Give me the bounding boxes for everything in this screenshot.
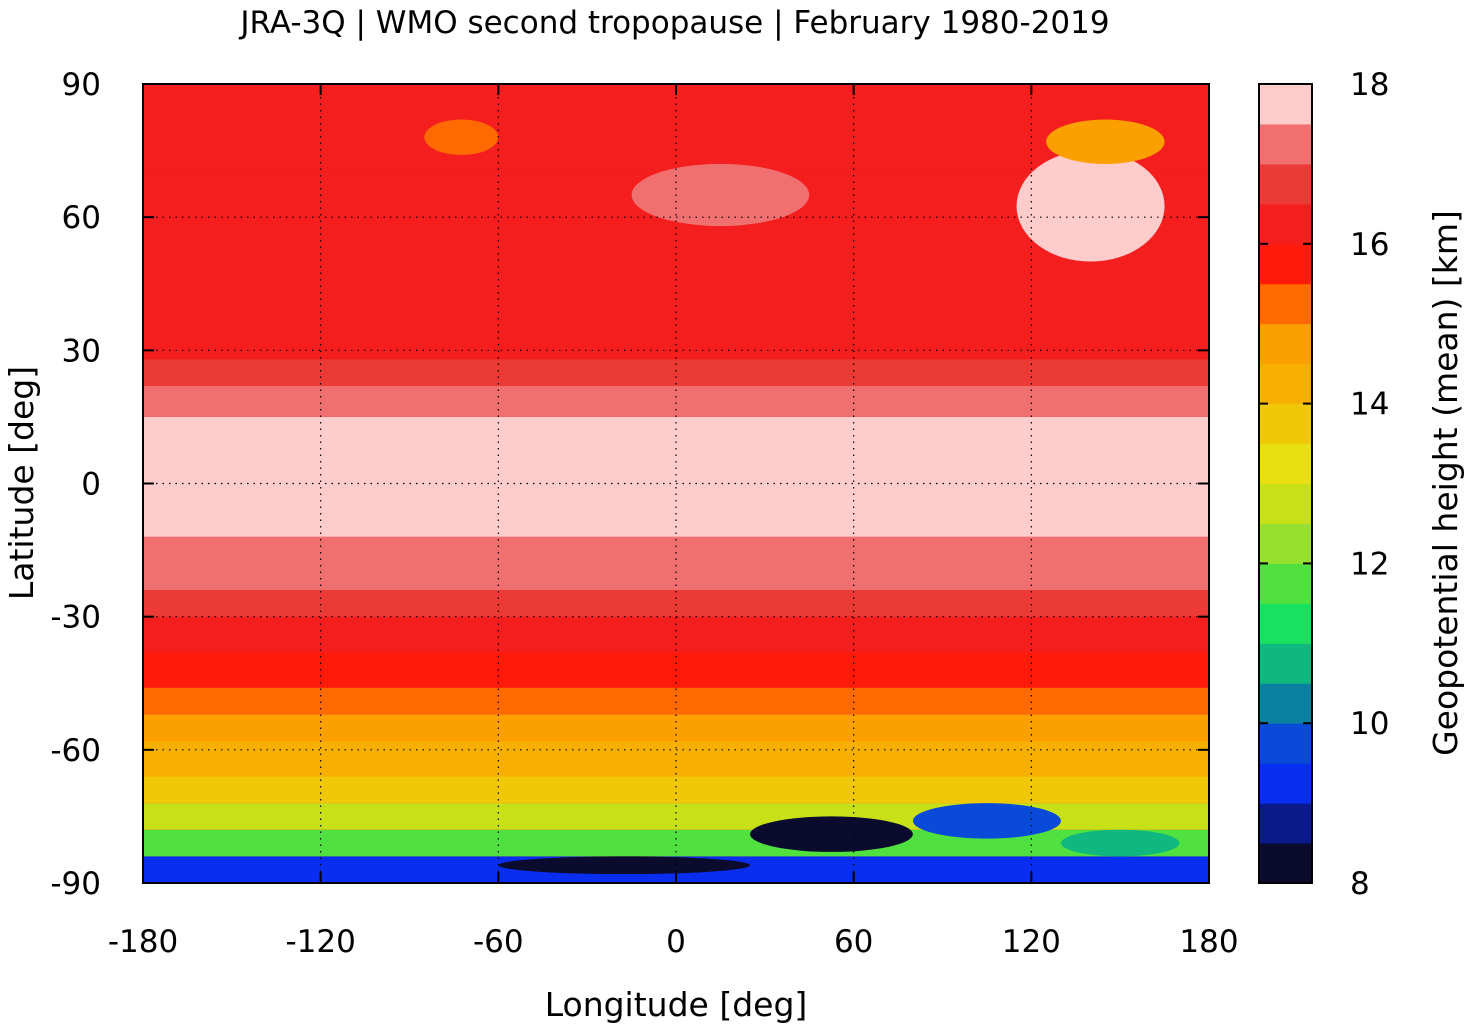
colorbar-level <box>1259 323 1312 365</box>
heatmap-band <box>143 536 1209 591</box>
x-tick-label: 60 <box>834 924 873 960</box>
colorbar-level <box>1259 203 1312 245</box>
chart-title: JRA-3Q | WMO second tropopause | Februar… <box>238 5 1109 41</box>
heatmap-region <box>424 119 499 156</box>
heatmap-regions <box>424 119 1180 875</box>
y-tick-label: -60 <box>50 733 101 769</box>
colorbar-tick-label: 14 <box>1350 387 1389 423</box>
x-axis-label: Longitude [deg] <box>545 985 808 1024</box>
colorbar-tick-label: 18 <box>1350 67 1389 103</box>
heatmap-region <box>631 163 810 227</box>
y-tick-label: 90 <box>62 67 101 103</box>
x-tick-label: -120 <box>285 924 355 960</box>
colorbar-level <box>1259 363 1312 405</box>
colorbar-level <box>1259 483 1312 524</box>
colorbar-level <box>1259 843 1312 884</box>
heatmap-region <box>498 856 751 875</box>
colorbar-level <box>1259 723 1312 764</box>
colorbar-level <box>1259 243 1312 285</box>
colorbar-level <box>1259 603 1312 644</box>
heatmap-band <box>143 416 1209 537</box>
colorbar-tick-label: 12 <box>1350 546 1389 582</box>
y-tick-label: 30 <box>62 333 101 369</box>
x-axis-ticks: -180 -120 -60 0 60 120 180 <box>108 84 1239 960</box>
colorbar-level <box>1259 84 1312 125</box>
colorbar-level <box>1259 123 1312 165</box>
heatmap-band <box>143 385 1209 417</box>
y-axis-ticks: -90 -60 -30 0 30 60 90 <box>50 67 1209 902</box>
heatmap-band <box>143 616 1209 653</box>
x-tick-label: -180 <box>108 924 178 960</box>
y-tick-label: 0 <box>81 467 101 503</box>
colorbar-tick-label: 16 <box>1350 227 1389 263</box>
x-tick-label: 0 <box>666 924 686 960</box>
y-tick-label: 60 <box>62 200 101 236</box>
grid-lines <box>143 84 1209 883</box>
colorbar-level <box>1259 163 1312 205</box>
colorbar-frame <box>1258 83 1313 884</box>
colorbar-level <box>1259 403 1312 445</box>
y-tick-label: -90 <box>50 866 101 902</box>
heatmap-region <box>912 803 1061 839</box>
heatmap-band <box>143 740 1209 777</box>
heatmap-band <box>143 590 1209 617</box>
y-axis-label: Latitude [deg] <box>2 366 41 600</box>
colorbar-tick-label: 8 <box>1350 866 1370 902</box>
heatmap-region <box>750 816 913 852</box>
colorbar-ticks: 8 10 12 14 16 18 <box>1259 67 1389 902</box>
heatmap-region <box>1016 150 1165 262</box>
x-tick-label: -60 <box>473 924 524 960</box>
heatmap-region <box>1046 119 1165 164</box>
x-tick-label: 180 <box>1179 924 1238 960</box>
colorbar <box>1259 84 1312 884</box>
colorbar-level <box>1259 803 1312 844</box>
colorbar-tick-label: 10 <box>1350 706 1389 742</box>
heatmap-band <box>143 687 1209 715</box>
heatmap-region <box>1060 829 1180 857</box>
colorbar-level <box>1259 563 1312 604</box>
x-tick-label: 120 <box>1002 924 1061 960</box>
y-tick-label: -30 <box>50 600 101 636</box>
colorbar-label: Geopotential height (mean) [km] <box>1426 210 1465 756</box>
colorbar-level <box>1259 283 1312 325</box>
heatmap-band <box>143 359 1209 386</box>
colorbar-level <box>1259 443 1312 484</box>
colorbar-level <box>1259 523 1312 564</box>
colorbar-level <box>1259 643 1312 684</box>
colorbar-level <box>1259 763 1312 804</box>
colorbar-level <box>1259 683 1312 724</box>
